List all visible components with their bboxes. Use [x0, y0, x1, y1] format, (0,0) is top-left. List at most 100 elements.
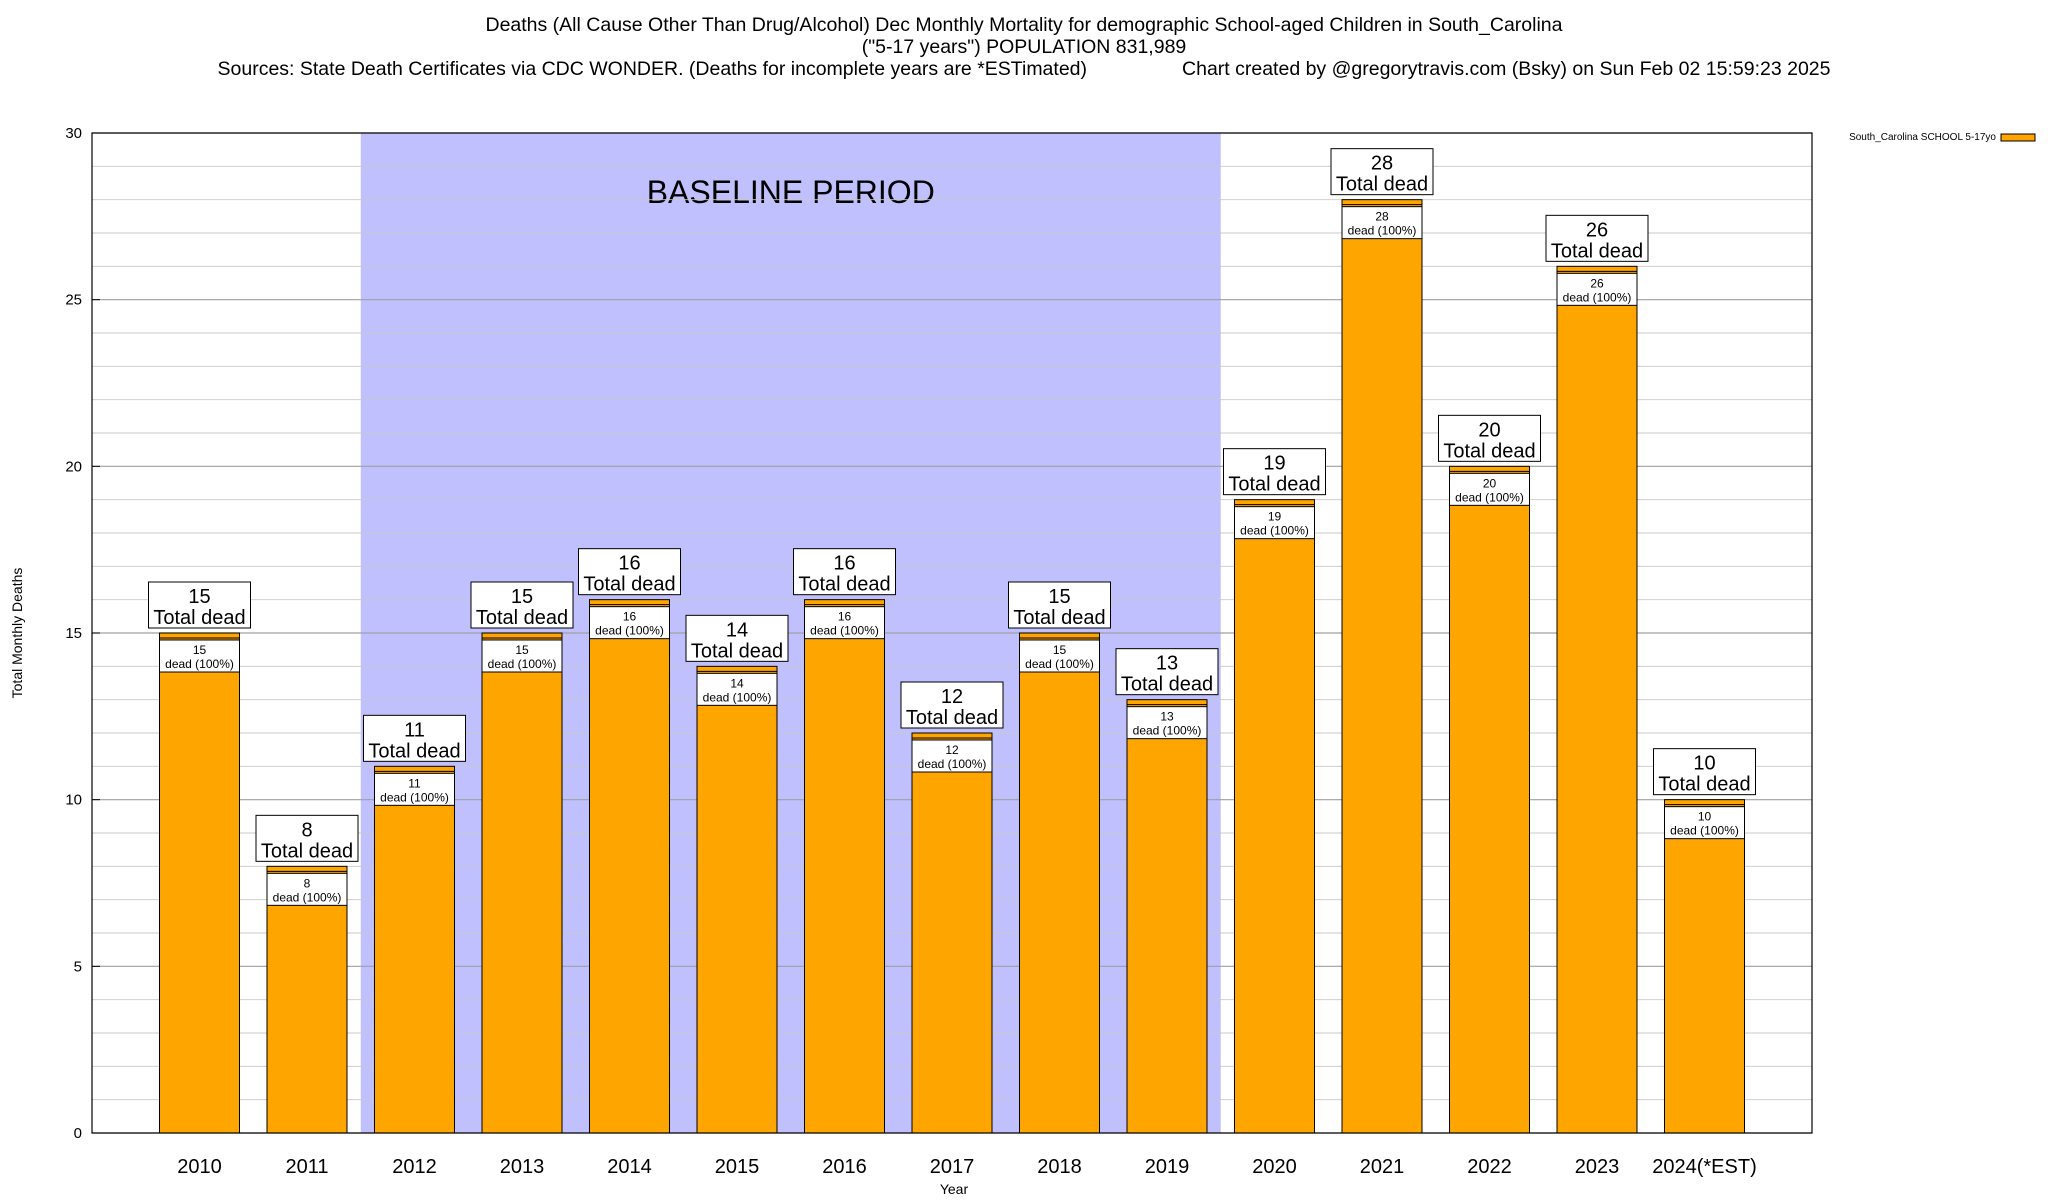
total-label-text: Total dead	[368, 740, 460, 762]
inner-label-value: 11	[408, 776, 421, 790]
total-label-text: Total dead	[1228, 474, 1320, 496]
legend: South_Carolina SCHOOL 5-17yo	[1849, 132, 2036, 143]
inner-label-value: 15	[1053, 643, 1067, 657]
bar	[1341, 199, 1423, 1134]
bar	[1449, 465, 1530, 1134]
inner-label-box	[374, 772, 455, 806]
y-axis-label: Total Monthly Deaths	[9, 568, 25, 699]
total-label-box	[578, 548, 681, 596]
total-label-box	[1115, 648, 1219, 696]
x-tick-label: 2017	[930, 1156, 975, 1178]
x-tick-label: 2024(*EST)	[1652, 1156, 1757, 1178]
y-tick-label: 0	[74, 1125, 82, 1142]
inner-label-box	[696, 672, 778, 706]
inner-label-value: 10	[1698, 810, 1712, 824]
total-label-box	[900, 681, 1004, 729]
inner-label-value: 15	[515, 643, 529, 657]
inner-label-text: dead (100%)	[1025, 657, 1094, 671]
total-label-box	[363, 714, 466, 762]
bar	[1019, 632, 1100, 1134]
y-tick-label: 15	[65, 625, 82, 642]
bar	[266, 865, 348, 1134]
x-tick-label: 2014	[607, 1156, 652, 1178]
bar	[589, 599, 670, 1134]
inner-label-box	[1556, 272, 1638, 306]
total-label-text: Total dead	[1336, 174, 1428, 196]
inner-label-box	[1449, 472, 1530, 506]
bar	[159, 632, 240, 1134]
total-label-text: Total dead	[691, 640, 783, 662]
inner-label-value: 8	[304, 876, 311, 890]
total-label-value: 20	[1478, 419, 1500, 441]
inner-label-value: 14	[730, 676, 744, 690]
total-label-value: 10	[1693, 753, 1715, 775]
chart-sources: Sources: State Death Certificates via CD…	[217, 58, 1088, 80]
total-label-text: Total dead	[1013, 607, 1105, 629]
total-label-box	[1330, 148, 1434, 196]
total-label-value: 16	[833, 553, 855, 575]
inner-label-text: dead (100%)	[1563, 290, 1632, 304]
inner-label-box	[911, 739, 993, 773]
chart-credit: Chart created by @gregorytravis.com (Bsk…	[1182, 58, 1831, 80]
bar	[804, 599, 885, 1134]
legend-label: South_Carolina SCHOOL 5-17yo	[1849, 132, 1996, 143]
total-label-value: 16	[618, 553, 640, 575]
x-axis-label: Year	[940, 1181, 969, 1197]
bars-layer	[159, 199, 1745, 1134]
total-label-text: Total dead	[906, 707, 998, 729]
bar	[911, 732, 993, 1134]
total-label-value: 13	[1156, 653, 1178, 675]
inner-label-value: 28	[1375, 210, 1389, 224]
y-tick-label: 10	[65, 792, 82, 809]
x-tick-label: 2018	[1037, 1156, 1082, 1178]
total-label-box	[1438, 414, 1541, 462]
inner-label-value: 15	[193, 643, 207, 657]
chart-header: Deaths (All Cause Other Than Drug/Alcoho…	[0, 14, 2048, 80]
x-tick-label: 2022	[1467, 1156, 1512, 1178]
bar	[1126, 699, 1208, 1134]
inner-label-text: dead (100%)	[165, 657, 234, 671]
inner-label-text: dead (100%)	[273, 890, 342, 904]
inner-label-value: 16	[623, 610, 637, 624]
x-tick-label: 2020	[1252, 1156, 1297, 1178]
bar	[696, 665, 778, 1134]
bar	[374, 765, 455, 1134]
legend-swatch	[2000, 133, 2036, 142]
total-label-text: Total dead	[798, 574, 890, 596]
total-label-value: 15	[511, 586, 533, 608]
bar	[1664, 799, 1745, 1134]
inner-label-box	[589, 606, 670, 640]
total-label-value: 14	[726, 619, 748, 641]
inner-label-text: dead (100%)	[918, 757, 987, 771]
total-label-box	[1545, 214, 1649, 262]
total-label-text: Total dead	[1551, 240, 1643, 262]
total-label-text: Total dead	[476, 607, 568, 629]
total-label-box	[1653, 748, 1756, 796]
inner-label-text: dead (100%)	[703, 690, 772, 704]
bar	[481, 632, 563, 1134]
y-tick-label: 5	[74, 958, 82, 975]
inner-label-box	[804, 606, 885, 640]
total-label-text: Total dead	[153, 607, 245, 629]
x-tick-label: 2016	[822, 1156, 867, 1178]
inner-label-text: dead (100%)	[380, 790, 449, 804]
total-label-box	[255, 814, 359, 862]
x-tick-label: 2023	[1575, 1156, 1620, 1178]
x-tick-label: 2021	[1360, 1156, 1405, 1178]
x-tick-label: 2011	[285, 1156, 328, 1178]
total-label-value: 15	[1048, 586, 1070, 608]
x-tick-label: 2019	[1145, 1156, 1190, 1178]
total-label-value: 8	[301, 819, 312, 841]
inner-label-text: dead (100%)	[488, 657, 557, 671]
total-label-text: Total dead	[1658, 774, 1750, 796]
total-label-value: 28	[1371, 153, 1393, 175]
total-label-value: 15	[188, 586, 210, 608]
y-tick-label: 25	[65, 292, 82, 309]
chart-title: Deaths (All Cause Other Than Drug/Alcoho…	[485, 14, 1563, 36]
total-label-text: Total dead	[1121, 674, 1213, 696]
inner-label-box	[1664, 806, 1745, 840]
total-label-value: 11	[404, 719, 425, 741]
inner-label-box	[266, 872, 348, 906]
